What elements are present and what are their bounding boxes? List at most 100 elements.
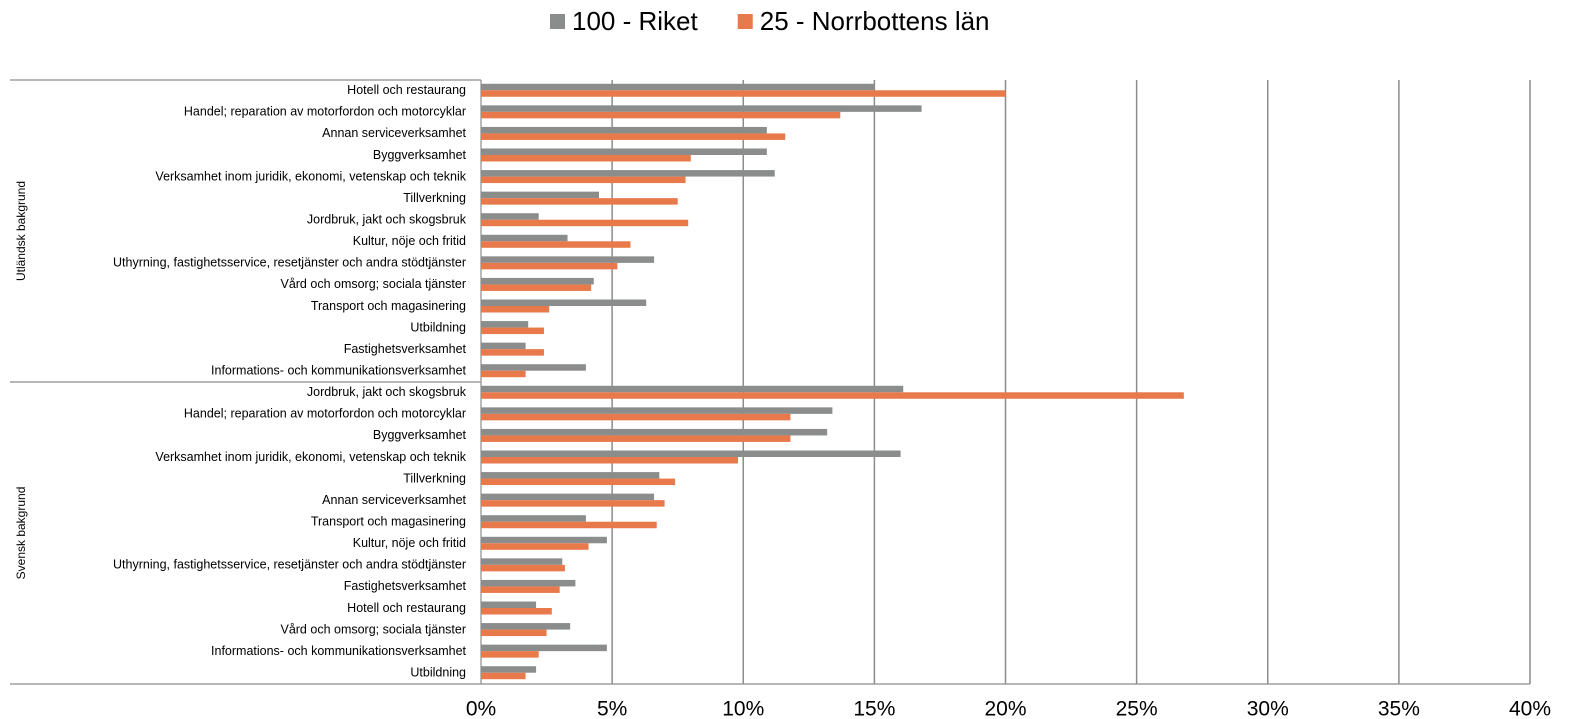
category-label: Utbildning <box>410 320 466 334</box>
category-label: Informations- och kommunikationsverksamh… <box>211 364 466 378</box>
category-label: Uthyrning, fastighetsservice, resetjänst… <box>113 558 466 572</box>
bar <box>481 219 689 227</box>
category-label: Verksamhet inom juridik, ekonomi, vetens… <box>155 450 466 464</box>
bar <box>481 558 563 565</box>
bar <box>481 500 665 507</box>
bar <box>481 478 676 486</box>
category-label: Vård och omsorg; sociala tjänster <box>280 277 466 291</box>
legend-swatch <box>550 14 565 29</box>
bar <box>481 284 592 291</box>
category-label: Transport och magasinering <box>311 515 466 529</box>
bar <box>481 672 526 680</box>
bar <box>481 105 922 112</box>
category-label: Uthyrning, fastighetsservice, resetjänst… <box>113 256 466 270</box>
bar <box>481 133 786 140</box>
bar <box>481 111 841 119</box>
category-label: Fastighetsverksamhet <box>344 579 467 593</box>
bar <box>481 327 544 335</box>
bar <box>481 472 660 479</box>
bar <box>481 126 767 134</box>
bar <box>481 234 568 242</box>
bar <box>481 306 550 313</box>
category-label: Handel; reparation av motorfordon och mo… <box>184 105 466 119</box>
bar <box>481 262 618 270</box>
bar <box>481 170 775 177</box>
bar <box>481 392 1184 399</box>
bar <box>481 364 586 371</box>
group-label: Utländsk bakgrund <box>14 181 28 281</box>
x-tick-label: 35% <box>1378 698 1420 719</box>
bar <box>481 83 875 91</box>
category-label: Fastighetsverksamhet <box>344 342 467 356</box>
bar <box>481 155 691 162</box>
x-tick-label: 30% <box>1247 698 1289 719</box>
category-label: Byggverksamhet <box>373 148 467 162</box>
bar <box>481 536 607 544</box>
legend-label: 100 - Riket <box>572 6 698 36</box>
x-tick-label: 20% <box>984 698 1026 719</box>
bar <box>481 564 565 572</box>
bar <box>481 277 594 285</box>
bar <box>481 450 901 457</box>
bar <box>481 213 539 220</box>
bar <box>481 651 539 658</box>
category-label: Verksamhet inom juridik, ekonomi, vetens… <box>155 169 466 183</box>
bar <box>481 601 537 608</box>
x-tick-label: 5% <box>597 698 627 719</box>
category-label: Tillverkning <box>403 471 466 485</box>
bar <box>481 191 600 199</box>
bar <box>481 608 552 615</box>
x-tick-label: 40% <box>1509 698 1551 719</box>
legend-swatch <box>737 14 753 29</box>
x-tick-label: 25% <box>1116 698 1158 719</box>
category-label: Annan serviceverksamhet <box>322 493 466 507</box>
category-label: Handel; reparation av motorfordon och mo… <box>184 407 466 421</box>
category-label: Informations- och kommunikationsverksamh… <box>211 644 466 658</box>
bar <box>481 407 833 414</box>
x-tick-label: 15% <box>853 698 895 719</box>
bar <box>481 321 529 328</box>
category-label: Jordbruk, jakt och skogsbruk <box>307 385 467 399</box>
category-label: Tillverkning <box>403 191 466 205</box>
category-label: Byggverksamhet <box>373 428 467 442</box>
category-label: Annan serviceverksamhet <box>322 126 466 140</box>
bar <box>481 457 739 464</box>
bar <box>481 543 589 550</box>
bar <box>481 435 791 442</box>
legend-label: 25 - Norrbottens län <box>760 6 990 36</box>
bar <box>481 493 655 501</box>
category-label: Kultur, nöje och fritid <box>353 234 466 248</box>
bar <box>481 148 767 155</box>
bar <box>481 579 576 587</box>
category-label: Transport och magasinering <box>311 299 466 313</box>
bar <box>481 299 647 306</box>
x-tick-label: 0% <box>466 698 496 719</box>
bar <box>481 586 560 593</box>
category-label: Jordbruk, jakt och skogsbruk <box>307 213 467 227</box>
bar <box>481 342 526 350</box>
bar <box>481 623 571 630</box>
category-label: Kultur, nöje och fritid <box>353 536 466 550</box>
bar <box>481 370 526 378</box>
bar <box>481 256 655 263</box>
category-label: Hotell och restaurang <box>347 83 466 97</box>
bar <box>481 349 544 356</box>
category-label: Vård och omsorg; sociala tjänster <box>280 622 466 636</box>
bar <box>481 515 586 522</box>
bar <box>481 385 904 393</box>
bar <box>481 521 657 529</box>
group-label: Svensk bakgrund <box>14 487 28 580</box>
bar <box>481 198 678 205</box>
bar <box>481 644 607 652</box>
bar <box>481 90 1006 97</box>
x-tick-label: 10% <box>722 698 764 719</box>
bar <box>481 413 791 421</box>
bar <box>481 629 547 637</box>
bar <box>481 241 631 248</box>
category-label: Utbildning <box>410 666 466 680</box>
bar <box>481 176 686 184</box>
category-label: Hotell och restaurang <box>347 601 466 615</box>
bar <box>481 666 537 673</box>
bar <box>481 428 828 436</box>
